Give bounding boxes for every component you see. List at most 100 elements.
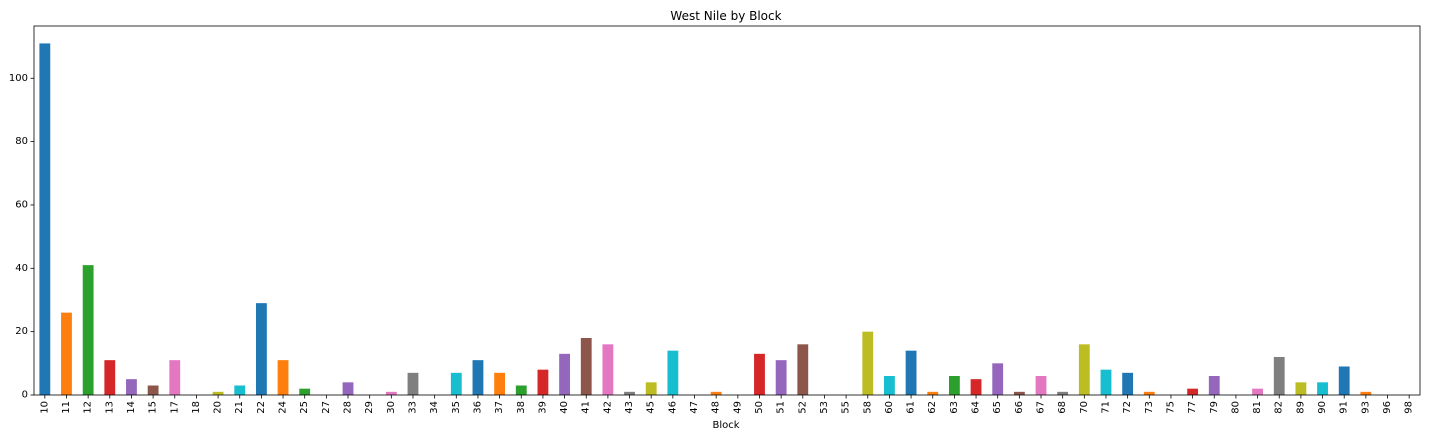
x-tick-label: 43 (624, 401, 635, 414)
x-tick-label: 72 (1122, 401, 1133, 414)
bar-block-13 (104, 360, 116, 395)
x-tick-label: 77 (1187, 401, 1198, 414)
bar-block-43 (624, 391, 635, 395)
bar-block-22 (255, 303, 267, 395)
x-tick-label: 65 (992, 401, 1003, 414)
x-tick-label: 12 (83, 401, 94, 414)
bar-block-65 (992, 363, 1004, 395)
x-tick-label: 82 (1274, 401, 1285, 414)
x-tick-label: 98 (1404, 401, 1415, 414)
x-tick-label: 46 (667, 401, 678, 414)
bar-block-40 (559, 353, 570, 395)
x-tick-label: 18 (191, 401, 202, 414)
x-tick-label: 52 (797, 401, 808, 414)
bar-block-25 (299, 388, 311, 395)
x-tick-label: 38 (516, 401, 527, 414)
x-tick-label: 90 (1317, 401, 1328, 414)
x-tick-label: 24 (278, 401, 289, 414)
x-axis-label: Block (712, 420, 739, 431)
bar-block-17 (169, 360, 181, 395)
bar-block-61 (905, 350, 917, 395)
x-axis: 10 11 12 13 14 15 17 18 20 21 22 24 25 27 28 29 30 33 34 35… (39, 395, 1415, 414)
x-tick-label: 36 (472, 401, 483, 414)
x-tick-label: 60 (884, 401, 895, 414)
x-tick-label: 70 (1079, 401, 1090, 414)
y-tick-label: 20 (15, 326, 28, 337)
bar-block-30 (385, 391, 397, 395)
bar-block-70 (1078, 344, 1090, 395)
x-tick-label: 49 (732, 401, 743, 414)
x-tick-label: 67 (1036, 401, 1047, 414)
bars-group (39, 43, 1372, 396)
bar-block-42 (602, 344, 614, 395)
x-tick-label: 81 (1252, 401, 1263, 414)
bar-block-46 (667, 350, 679, 395)
bar-block-50 (754, 353, 765, 395)
bar-block-90 (1317, 382, 1328, 395)
x-tick-label: 64 (971, 401, 982, 414)
bar-block-37 (494, 372, 506, 395)
bar-block-14 (126, 379, 137, 395)
bar-block-66 (1013, 391, 1025, 395)
x-tick-label: 13 (104, 401, 115, 414)
x-tick-label: 58 (862, 401, 873, 414)
x-tick-label: 40 (559, 401, 570, 414)
x-tick-label: 91 (1339, 401, 1350, 414)
bar-block-39 (537, 369, 549, 395)
bar-block-28 (342, 382, 354, 395)
x-tick-label: 66 (1014, 401, 1025, 414)
x-tick-label: 17 (169, 401, 180, 414)
bar-block-64 (970, 379, 982, 395)
x-tick-label: 42 (602, 401, 613, 414)
x-tick-label: 47 (689, 401, 700, 414)
bar-block-21 (234, 385, 246, 395)
bar-block-60 (884, 376, 895, 395)
x-tick-label: 51 (776, 401, 787, 414)
bar-block-81 (1252, 388, 1263, 395)
chart-title: West Nile by Block (670, 9, 781, 23)
x-tick-label: 11 (61, 401, 72, 414)
x-tick-label: 25 (299, 401, 310, 414)
x-tick-label: 61 (906, 401, 917, 414)
bar-block-52 (797, 344, 809, 395)
x-tick-label: 79 (1209, 401, 1220, 414)
x-tick-label: 28 (343, 401, 354, 414)
bar-block-10 (39, 43, 51, 396)
bar-block-68 (1057, 391, 1069, 395)
x-tick-label: 48 (711, 401, 722, 414)
x-tick-label: 22 (256, 401, 267, 414)
x-tick-label: 29 (364, 401, 375, 414)
bar-block-20 (212, 391, 224, 395)
x-tick-label: 73 (1144, 401, 1155, 414)
x-tick-label: 34 (429, 401, 440, 414)
bar-block-45 (645, 382, 657, 395)
x-tick-label: 35 (451, 401, 462, 414)
bar-block-91 (1338, 366, 1350, 395)
x-tick-label: 68 (1057, 401, 1068, 414)
y-tick-label: 100 (9, 73, 28, 84)
x-tick-label: 62 (927, 401, 938, 414)
bar-block-72 (1122, 372, 1134, 395)
x-tick-label: 15 (148, 401, 159, 414)
bar-block-73 (1143, 391, 1155, 395)
bar-block-58 (862, 331, 874, 395)
bar-block-35 (450, 372, 462, 395)
bar-block-79 (1208, 376, 1220, 395)
x-tick-label: 53 (819, 401, 830, 414)
x-tick-label: 96 (1382, 401, 1393, 414)
bar-block-89 (1295, 382, 1307, 395)
bar-block-38 (515, 385, 527, 395)
bar-block-33 (407, 372, 419, 395)
x-tick-label: 33 (407, 401, 418, 414)
x-tick-label: 27 (321, 401, 332, 414)
bar-block-71 (1100, 369, 1112, 395)
x-tick-label: 71 (1100, 401, 1111, 414)
x-tick-label: 55 (841, 401, 852, 414)
bar-block-63 (948, 376, 960, 395)
plot-frame (33, 25, 1421, 396)
x-tick-label: 14 (126, 401, 137, 414)
bar-block-48 (710, 391, 722, 395)
y-axis: 0 20 40 60 80 100 (9, 73, 34, 401)
